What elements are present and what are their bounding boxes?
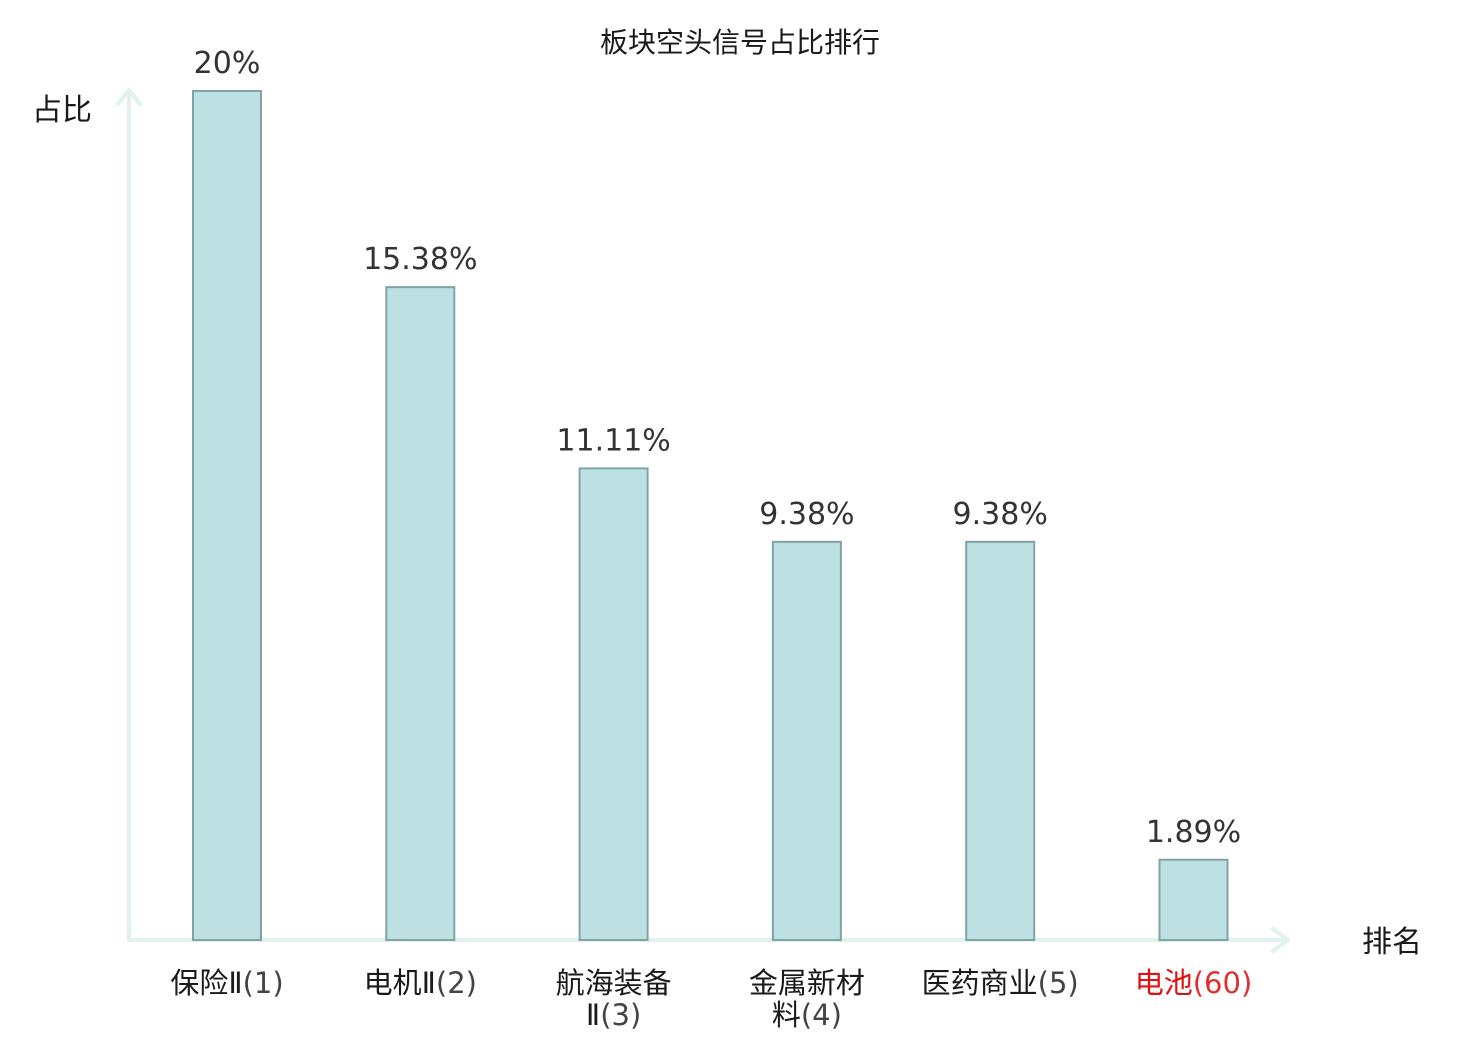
category-labels-group: 保险Ⅱ(1) 电机Ⅱ(2) 航海装备 Ⅱ(3) 金属新材料(4) 医药商业(5) 电池(60… (170, 966, 1252, 1032)
x-tick-label: 电池(60) (1135, 966, 1253, 1000)
bar (1158, 858, 1229, 941)
x-tick-label-main: 保险Ⅱ (170, 966, 242, 1000)
bar-value-label: 1.89% (1146, 815, 1241, 850)
bar (771, 540, 842, 941)
x-tick-label-main: 料 (772, 998, 801, 1032)
x-tick-label-main: 医药商业 (922, 966, 1038, 1000)
bar (385, 286, 456, 941)
x-tick-label-main: 金属新材 (749, 966, 865, 1000)
x-tick-label-main: 电机Ⅱ (364, 966, 436, 1000)
x-tick-label: 航海装备 Ⅱ(3) (556, 966, 672, 1032)
bar-value-label: 15.38% (363, 242, 477, 277)
y-axis-label: 占比 (32, 93, 92, 128)
chart-title: 板块空头信号占比排行 (600, 26, 880, 59)
x-tick-label: 医药商业(5) (922, 966, 1079, 1000)
x-tick-label-main: 航海装备 (556, 966, 672, 1000)
x-tick-label-main: Ⅱ (586, 998, 600, 1032)
bar (192, 90, 262, 941)
x-tick-label-rank: (1) (243, 966, 284, 1000)
x-tick-label-main: 电池 (1135, 966, 1193, 1000)
bar-value-label: 9.38% (759, 497, 854, 532)
bar (965, 540, 1036, 941)
x-tick-label-rank: (2) (436, 966, 477, 1000)
x-tick-label: 保险Ⅱ(1) (170, 966, 283, 1000)
x-tick-label-rank: (60) (1193, 966, 1253, 1000)
value-labels-group: 20% 15.38% 11.11% 9.38% 9.38% 1.89% (194, 46, 1242, 850)
bars-group (192, 90, 1229, 941)
x-axis-arrow (1271, 927, 1290, 953)
x-tick-label-rank: (3) (600, 998, 641, 1032)
x-tick-label: 金属新材料(4) (749, 966, 865, 1032)
bar-value-label: 11.11% (556, 423, 670, 458)
x-tick-label: 电机Ⅱ(2) (364, 966, 477, 1000)
bar (578, 467, 649, 941)
x-axis-label: 排名 (1362, 925, 1422, 960)
x-tick-label-rank: (4) (801, 998, 842, 1032)
bar-value-label: 20% (194, 46, 261, 81)
x-tick-label-rank: (5) (1038, 966, 1079, 1000)
bar-value-label: 9.38% (953, 497, 1048, 532)
